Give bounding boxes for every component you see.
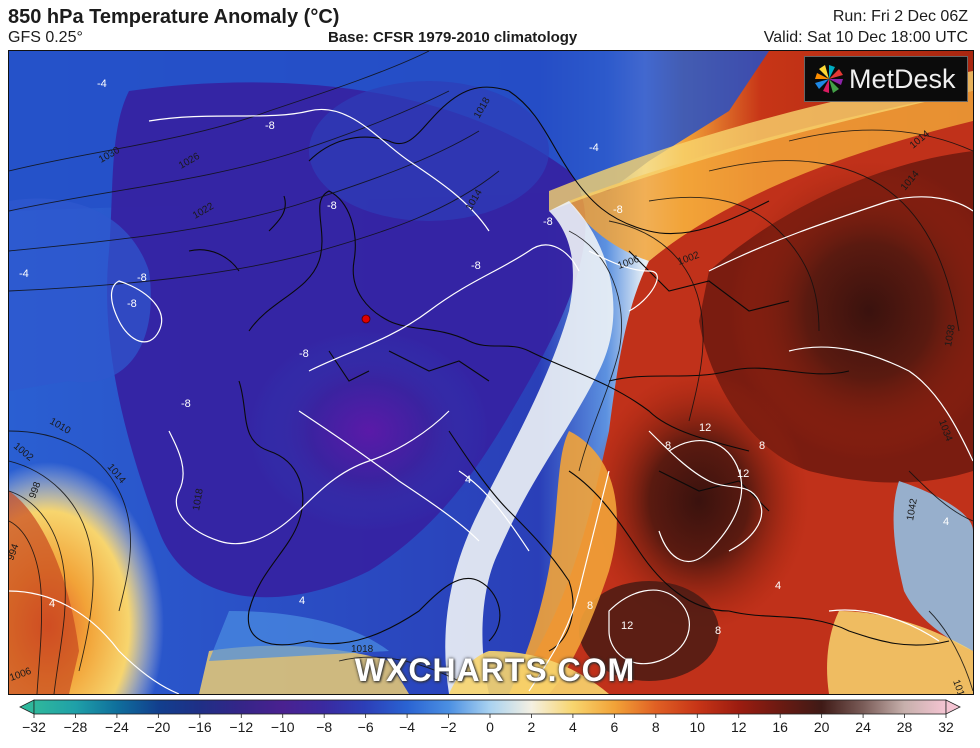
anomaly-contours	[9, 108, 973, 694]
colorbar-tick-label: 12	[731, 719, 747, 735]
colorbar-left-arrow	[19, 699, 35, 715]
anomaly-label: 12	[699, 422, 711, 434]
anomaly-label: 4	[775, 580, 781, 592]
colorbar-tick-label: −28	[64, 719, 88, 735]
metdesk-logo: MetDesk	[804, 56, 968, 102]
anomaly-label: -8	[327, 200, 337, 212]
location-marker	[361, 314, 371, 324]
colorbar-tick-label: 24	[855, 719, 871, 735]
anomaly-label: 8	[715, 625, 721, 637]
base-climatology-label: Base: CFSR 1979-2010 climatology	[328, 29, 578, 46]
colorbar-tick-label: −16	[188, 719, 212, 735]
chart-title: 850 hPa Temperature Anomaly (°C)	[8, 6, 340, 28]
colorbar-tick-label: 28	[897, 719, 913, 735]
anomaly-label: 12	[621, 620, 633, 632]
colorbar-right-arrow	[945, 699, 961, 715]
anomaly-label: -8	[265, 120, 275, 132]
isobar-label: 1038	[943, 323, 958, 347]
colorbar-tick-label: 0	[486, 719, 494, 735]
coastlines	[188, 86, 950, 652]
isobar-labels: 1030 1026 1022 1018 1014 1010 1006 1002 …	[9, 95, 968, 694]
chart-header: 850 hPa Temperature Anomaly (°C) GFS 0.2…	[0, 0, 980, 50]
anomaly-label: 4	[465, 474, 471, 486]
model-label: GFS 0.25°	[8, 29, 83, 46]
colorbar-tick-label: −12	[229, 719, 253, 735]
anomaly-label: 4	[943, 516, 949, 528]
anomaly-label: -8	[127, 298, 137, 310]
anomaly-label: -8	[471, 260, 481, 272]
anomaly-label: -8	[543, 216, 553, 228]
anomaly-label: -8	[137, 272, 147, 284]
run-time-label: Run: Fri 2 Dec 06Z	[832, 8, 968, 25]
anomaly-label: -4	[19, 268, 29, 280]
anomaly-label: 8	[587, 600, 593, 612]
anomaly-label: 4	[49, 598, 55, 610]
pinwheel-icon	[815, 65, 843, 93]
anomaly-label: -8	[299, 348, 309, 360]
color-scale-bar: −32 −28 −24 −20 −16 −12 −10 −8 −6 −4 −2 0 2 4 6 8 10 12 16…	[19, 699, 961, 735]
colorbar-gradient	[33, 699, 947, 715]
colorbar-tick-label: −10	[271, 719, 295, 735]
isobar-label: 1042	[905, 497, 920, 521]
watermark-text: WXCHARTS.COM	[354, 652, 636, 688]
colorbar-tick-label: −24	[105, 719, 129, 735]
colorbar-tick-label: 4	[569, 719, 577, 735]
color-scale-legend: −32 −28 −24 −20 −16 −12 −10 −8 −6 −4 −2 0 2 4 6 8 10 12 16…	[0, 694, 980, 743]
anomaly-map: -4 -8 -8 -8 -8 -8 -8 -8 -8 -8 -4 -4 4 4 …	[8, 50, 974, 695]
map-canvas: -4 -8 -8 -8 -8 -8 -8 -8 -8 -8 -4 -4 4 4 …	[9, 51, 973, 694]
colorbar-tick-label: 6	[610, 719, 618, 735]
anomaly-label: 8	[665, 440, 671, 452]
colorbar-tick-label: −2	[441, 719, 457, 735]
isobar-label: 1018	[191, 487, 206, 511]
colorbar-tick-label: −20	[146, 719, 170, 735]
colorbar-tick-label: −6	[358, 719, 374, 735]
colorbar-tick-label: 2	[528, 719, 536, 735]
colorbar-tick-label: −32	[22, 719, 46, 735]
anomaly-label: -4	[97, 78, 107, 90]
anomaly-label: -4	[589, 142, 599, 154]
anomaly-label: 4	[299, 595, 305, 607]
valid-time-label: Valid: Sat 10 Dec 18:00 UTC	[763, 29, 968, 46]
anomaly-labels: -4 -8 -8 -8 -8 -8 -8 -8 -8 -8 -4 -4 4 4 …	[19, 78, 949, 637]
colorbar-tick-label: 16	[772, 719, 788, 735]
anomaly-label: 8	[759, 440, 765, 452]
logo-text: MetDesk	[849, 63, 956, 94]
colorbar-tick-label: 20	[814, 719, 830, 735]
colorbar-tick-label: 10	[689, 719, 705, 735]
anomaly-label: 12	[737, 468, 749, 480]
isobar-label: 1018	[351, 644, 374, 655]
isobars	[9, 51, 973, 694]
anomaly-label: -8	[181, 398, 191, 410]
colorbar-tick-label: −4	[399, 719, 415, 735]
colorbar-tick-label: 8	[652, 719, 660, 735]
anomaly-label: -8	[613, 204, 623, 216]
colorbar-tick-label: −8	[316, 719, 332, 735]
colorbar-tick-label: 32	[938, 719, 954, 735]
